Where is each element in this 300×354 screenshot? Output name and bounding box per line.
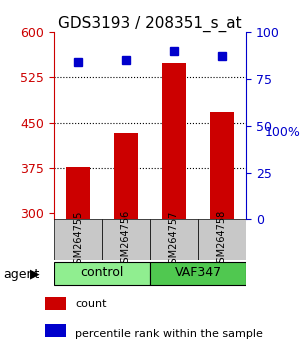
Bar [45, 324, 66, 337]
Text: percentile rank within the sample: percentile rank within the sample [75, 329, 263, 339]
Text: control: control [80, 267, 124, 279]
Bar [210, 112, 234, 219]
FancyBboxPatch shape [150, 219, 198, 260]
Text: GSM264758: GSM264758 [217, 210, 227, 269]
Text: ▶: ▶ [30, 268, 40, 281]
FancyBboxPatch shape [54, 262, 150, 285]
FancyBboxPatch shape [54, 219, 102, 260]
Bar [66, 167, 90, 219]
Text: GSM264756: GSM264756 [121, 210, 131, 269]
FancyBboxPatch shape [198, 219, 246, 260]
Text: GSM264755: GSM264755 [73, 210, 83, 269]
Bar [162, 63, 186, 219]
Y-axis label: 100%: 100% [264, 126, 300, 139]
FancyBboxPatch shape [150, 262, 246, 285]
Text: count: count [75, 298, 106, 309]
Text: VAF347: VAF347 [174, 267, 222, 279]
Bar [114, 133, 138, 219]
Text: GDS3193 / 208351_s_at: GDS3193 / 208351_s_at [58, 16, 242, 32]
Bar [45, 297, 66, 310]
Text: agent: agent [3, 268, 39, 281]
FancyBboxPatch shape [102, 219, 150, 260]
Text: GSM264757: GSM264757 [169, 210, 179, 269]
